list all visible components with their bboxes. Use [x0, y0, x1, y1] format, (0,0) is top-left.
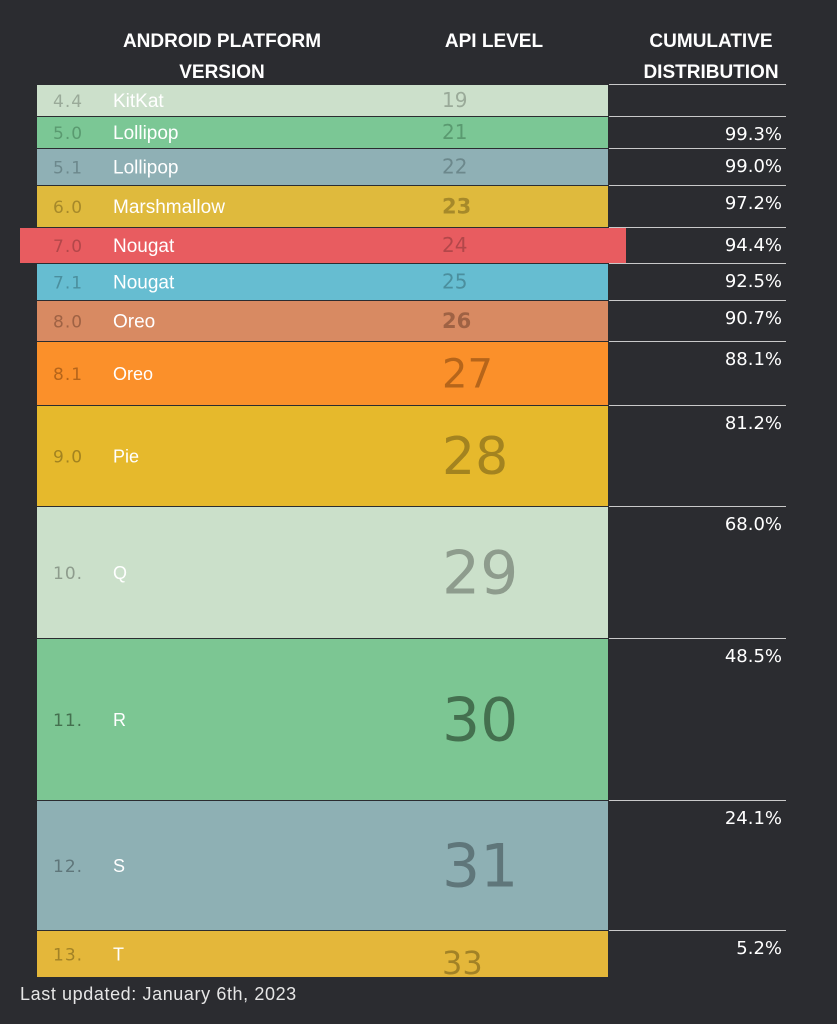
api-level: 24	[442, 233, 467, 257]
version-number: 6.0	[53, 198, 83, 218]
version-name: Oreo	[113, 312, 155, 333]
cumulative-value: 68.0%	[725, 514, 782, 535]
row-bar	[37, 639, 608, 800]
header-api-level-label: API LEVEL	[444, 31, 544, 52]
header-platform-version: ANDROID PLATFORM VERSION	[80, 26, 364, 88]
row-bar	[37, 406, 608, 506]
version-name: S	[113, 856, 125, 876]
api-level: 21	[442, 120, 467, 144]
last-updated-text: Last updated: January 6th, 2023	[20, 984, 297, 1004]
version-number: 10.	[53, 564, 83, 584]
version-name: Lollipop	[113, 123, 179, 144]
header-platform-version-line1: ANDROID PLATFORM	[122, 31, 322, 52]
cumulative-value: 94.4%	[725, 235, 782, 256]
api-level: 19	[442, 88, 467, 112]
version-number: 7.1	[53, 274, 83, 294]
row-bar	[37, 342, 608, 405]
version-number: 4.4	[53, 92, 83, 112]
header-cumulative-line1: CUMULATIVE	[649, 31, 773, 52]
version-name: Oreo	[113, 364, 153, 384]
cumulative-value: 97.2%	[725, 193, 782, 214]
row-bar	[37, 264, 608, 300]
cumulative-value: 48.5%	[725, 646, 782, 667]
cumulative-value: 81.2%	[725, 413, 782, 434]
version-number: 7.0	[53, 237, 83, 257]
api-level: 31	[442, 832, 518, 902]
cumulative-value: 90.7%	[725, 308, 782, 329]
header-cumulative-distribution: CUMULATIVE DISTRIBUTION	[616, 26, 806, 88]
version-name: R	[113, 710, 126, 730]
version-number: 9.0	[53, 448, 83, 468]
api-level: 25	[442, 270, 467, 294]
version-number: 8.0	[53, 313, 83, 333]
row-bar	[37, 149, 608, 185]
version-name: Pie	[113, 447, 139, 467]
api-level: 23	[442, 195, 471, 219]
version-number: 8.1	[53, 365, 83, 385]
version-number: 11.	[53, 711, 83, 731]
version-name: T	[113, 945, 124, 965]
api-level: 29	[442, 539, 518, 609]
cumulative-value: 88.1%	[725, 349, 782, 370]
version-name: Nougat	[113, 273, 175, 294]
cumulative-value: 99.3%	[725, 124, 782, 145]
row-bar	[37, 931, 608, 977]
version-name: Lollipop	[113, 158, 179, 179]
cumulative-value: 99.0%	[725, 156, 782, 177]
row-bar	[37, 507, 608, 638]
version-name: KitKat	[113, 91, 164, 112]
version-number: 12.	[53, 857, 83, 877]
row-bar	[37, 117, 608, 148]
api-level: 28	[442, 427, 508, 487]
version-number: 5.1	[53, 159, 83, 179]
header-platform-version-line2: VERSION	[179, 62, 265, 83]
api-level: 22	[442, 155, 467, 179]
version-name: Nougat	[113, 236, 175, 257]
api-level: 27	[442, 351, 493, 397]
version-name: Q	[113, 563, 127, 583]
row-bar	[37, 85, 608, 116]
version-number: 13.	[53, 946, 83, 966]
cumulative-value: 92.5%	[725, 271, 782, 292]
api-level: 33	[442, 944, 483, 982]
api-level: 30	[442, 686, 518, 756]
cumulative-value: 5.2%	[736, 938, 782, 959]
row-bar	[37, 801, 608, 930]
version-number: 5.0	[53, 124, 83, 144]
row-bar	[37, 186, 608, 227]
cumulative-value: 24.1%	[725, 808, 782, 829]
header-cumulative-line2: DISTRIBUTION	[643, 62, 779, 83]
api-level: 26	[442, 309, 471, 333]
version-name: Marshmallow	[113, 197, 225, 218]
row-bar	[20, 228, 626, 263]
row-bar	[37, 301, 608, 341]
header-api-level: API LEVEL	[418, 26, 570, 57]
